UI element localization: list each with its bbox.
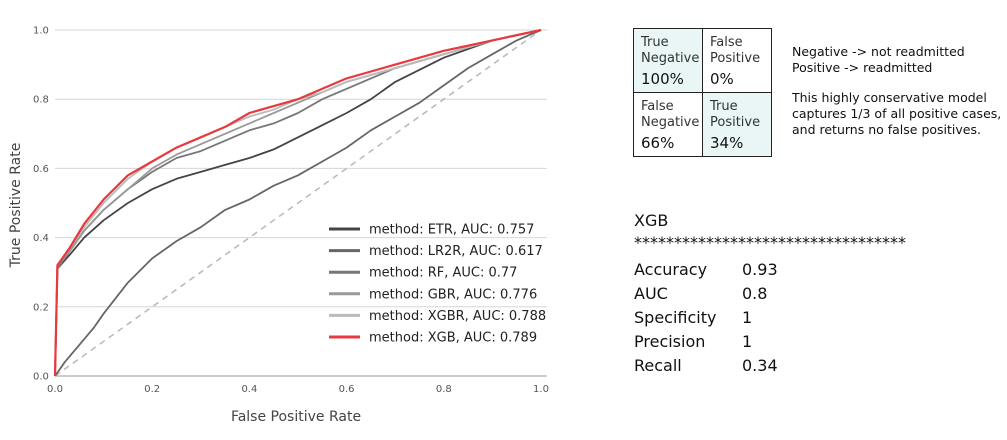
cm-false-negative-cell: False Negative 66%: [633, 92, 703, 157]
roc-curve: [53, 28, 542, 377]
y-tick-label: 0.2: [33, 302, 49, 313]
negative-definition: Negative -> not readmitted: [792, 44, 965, 59]
x-tick-label: 0.2: [144, 384, 160, 395]
cm-false-negative-label: False Negative: [641, 99, 700, 130]
metric-value: 0.34: [742, 356, 778, 375]
legend-label: method: LR2R, AUC: 0.617: [369, 244, 543, 259]
x-tick-label: 0.4: [241, 384, 257, 395]
x-axis-label: False Positive Rate: [231, 409, 361, 425]
y-tick-label: 0.6: [33, 164, 49, 175]
summary-line: and returns no false positives.: [792, 122, 981, 137]
metric-row: Accuracy 0.93: [634, 258, 906, 282]
cm-false-negative-value: 66%: [641, 134, 675, 152]
metric-value: 1: [742, 308, 753, 327]
axis-ticks: 0.0 0.2 0.4 0.6 0.8 1.0 0.0 0.2 0.4 0.6 0.8 1.0: [33, 26, 549, 396]
x-tick-label: 1.0: [533, 384, 549, 395]
y-tick-label: 0.8: [33, 95, 49, 106]
roc-curve: [54, 29, 542, 377]
metric-name: Precision: [634, 332, 706, 351]
roc-curves: [53, 28, 542, 377]
cm-true-positive-cell: True Positive 34%: [702, 92, 772, 157]
x-tick-label: 0.8: [436, 384, 452, 395]
cm-false-positive-cell: False Positive 0%: [702, 28, 772, 93]
cm-true-positive-label: True Positive: [710, 99, 761, 130]
class-notes: Negative -> not readmitted Positive -> r…: [792, 44, 1002, 152]
legend-label: method: XGB, AUC: 0.789: [369, 331, 537, 346]
cm-false-positive-value: 0%: [710, 70, 734, 88]
metric-name: Recall: [634, 356, 682, 375]
metrics-panel: XGB ********************************** A…: [634, 210, 906, 378]
positive-definition: Positive -> readmitted: [792, 60, 933, 75]
cm-false-positive-label: False Positive: [710, 35, 761, 66]
separator-line: **********************************: [634, 233, 906, 252]
y-axis-label: True Positive Rate: [8, 143, 24, 269]
metric-value: 0.8: [742, 284, 768, 303]
x-tick-label: 0.6: [339, 384, 355, 395]
y-tick-label: 1.0: [33, 26, 49, 37]
class-definitions: Negative -> not readmitted Positive -> r…: [792, 44, 1002, 76]
model-summary: This highly conservative model captures …: [792, 90, 1002, 138]
metric-name: AUC: [634, 284, 668, 303]
metric-value: 1: [742, 332, 753, 351]
cm-true-negative-cell: True Negative 100%: [633, 28, 703, 93]
y-tick-label: 0.0: [33, 372, 49, 383]
metric-row: Recall 0.34: [634, 354, 906, 378]
cm-true-positive-value: 34%: [710, 134, 744, 152]
roc-chart: 0.0 0.2 0.4 0.6 0.8 1.0 0.0 0.2 0.4 0.6 0.8 1.0 Fal…: [8, 26, 549, 426]
confusion-matrix: True Negative 100% False Positive 0% Fal…: [633, 28, 772, 157]
metric-row: Precision 1: [634, 330, 906, 354]
legend-label: method: RF, AUC: 0.77: [369, 266, 517, 281]
summary-line: captures 1/3 of all positive cases,: [792, 106, 1002, 121]
model-name: XGB: [634, 211, 669, 230]
legend-label: method: XGBR, AUC: 0.788: [369, 309, 546, 324]
summary-line: This highly conservative model: [792, 90, 987, 105]
metric-value: 0.93: [742, 260, 778, 279]
cm-true-negative-value: 100%: [641, 70, 684, 88]
x-tick-label: 0.0: [47, 384, 63, 395]
chart-legend: method: ETR, AUC: 0.757 method: LR2R, AUC…: [329, 223, 546, 346]
metric-name: Specificity: [634, 308, 717, 327]
metric-name: Accuracy: [634, 260, 708, 279]
cm-true-negative-label: True Negative: [641, 35, 700, 66]
diagonal-reference-line: [54, 29, 542, 377]
legend-label: method: ETR, AUC: 0.757: [369, 223, 534, 238]
legend-label: method: GBR, AUC: 0.776: [369, 287, 537, 302]
metric-row: Specificity 1: [634, 306, 906, 330]
roc-curve: [54, 29, 542, 377]
metric-row: AUC 0.8: [634, 282, 906, 306]
y-tick-label: 0.4: [33, 233, 49, 244]
roc-curve: [54, 29, 542, 377]
